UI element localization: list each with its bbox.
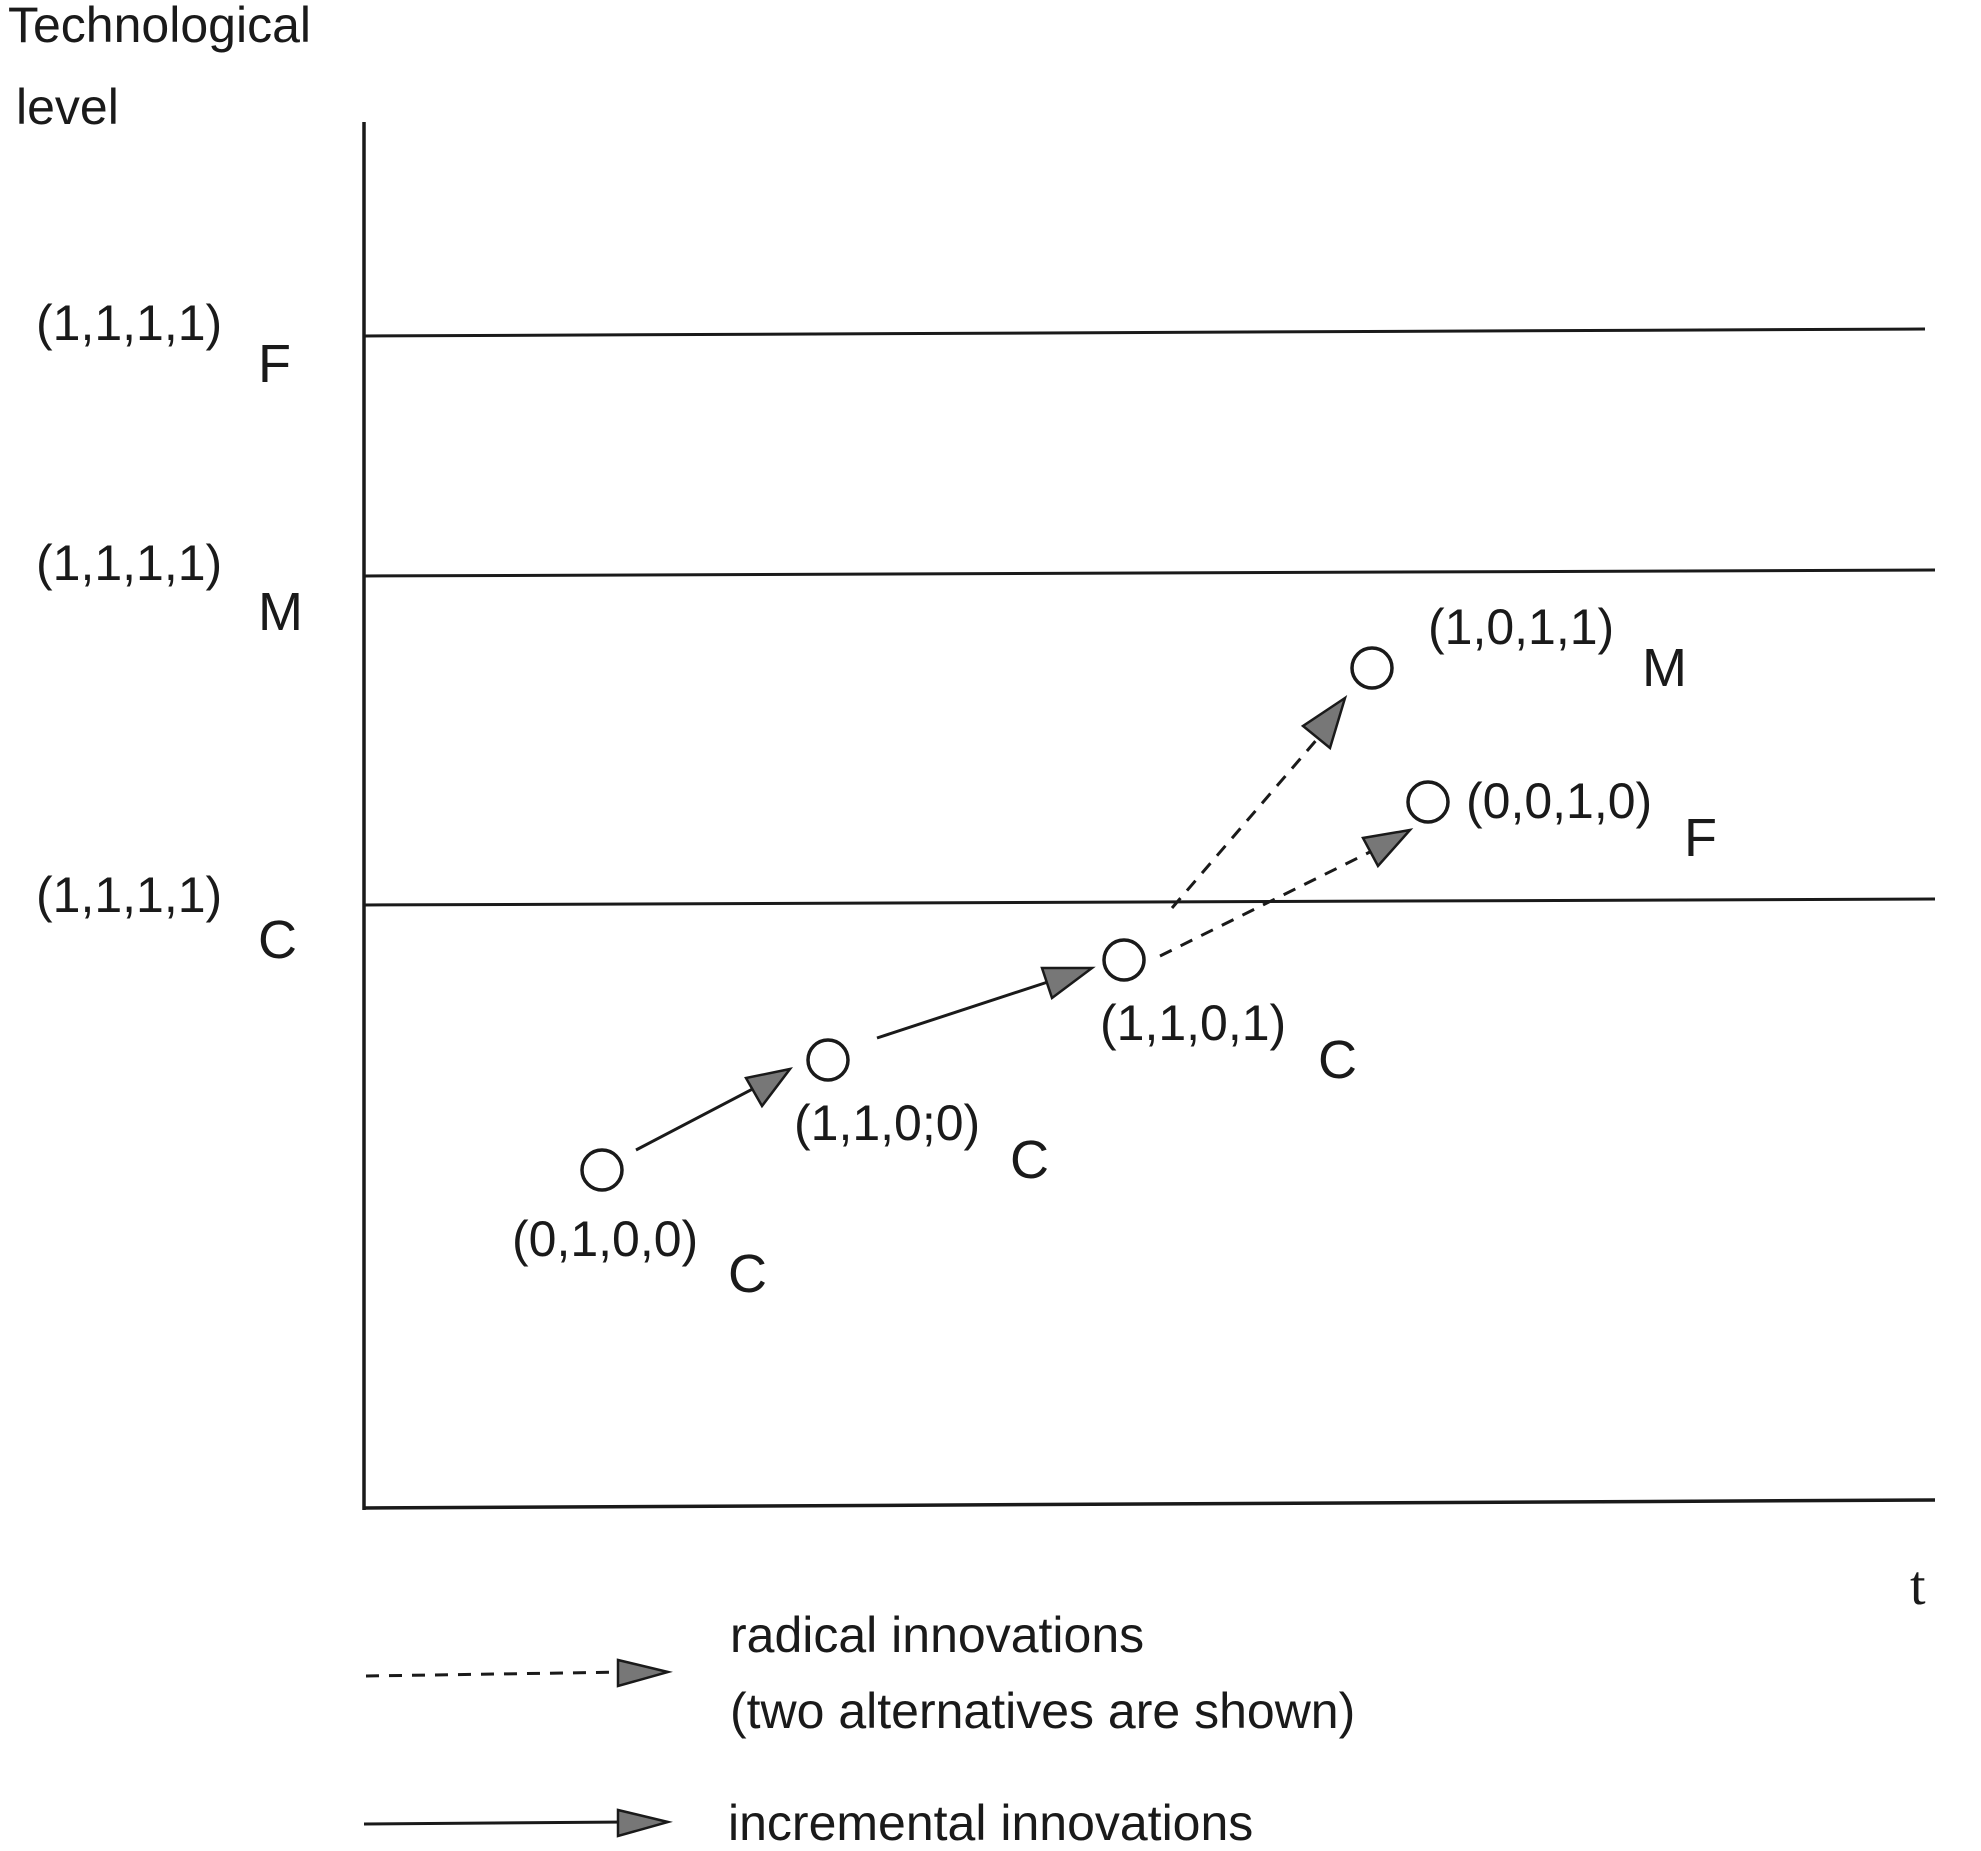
legend-radical-arrowhead (616, 1658, 673, 1688)
legend-incremental-line (363, 1820, 629, 1826)
incremental-arrow-1 (635, 1081, 765, 1152)
state-node-s3 (1102, 938, 1146, 982)
y-axis-title-line1: Technological (8, 0, 311, 53)
legend-radical-line (365, 1670, 629, 1678)
state-node-s5 (1406, 780, 1450, 824)
state-label-s4: (1,0,1,1)M (1428, 599, 1687, 698)
level-line-F (363, 327, 1926, 338)
level-label-F: (1,1,1,1)F (36, 295, 291, 394)
state-label-s3: (1,1,0,1)C (1100, 995, 1357, 1090)
legend-incremental-label: incremental innovations (728, 1795, 1253, 1851)
x-axis (363, 1498, 1936, 1510)
incremental-arrow-2 (876, 976, 1061, 1040)
x-axis-title: t (1910, 1555, 1926, 1617)
incremental-arrowhead-2 (1040, 966, 1096, 1001)
legend-radical-label-line2: (two alternatives are shown) (730, 1683, 1355, 1739)
state-node-s1 (580, 1148, 624, 1192)
radical-arrow-to-F (1159, 846, 1379, 958)
level-line-C (363, 897, 1936, 907)
state-node-s4 (1350, 646, 1394, 690)
radical-arrowhead-to-F (1361, 828, 1414, 869)
state-label-s1: (0,1,0,0)C (512, 1211, 767, 1304)
level-label-C: (1,1,1,1)C (36, 867, 297, 970)
legend-radical-label-line1: radical innovations (730, 1607, 1144, 1663)
state-label-s2: (1,1,0;0)C (794, 1095, 1049, 1190)
level-label-M: (1,1,1,1)M (36, 535, 303, 642)
legend-incremental-arrowhead (616, 1808, 673, 1838)
level-line-M (363, 568, 1936, 578)
y-axis-title-line2: level (16, 79, 119, 135)
incremental-arrowhead-1 (744, 1067, 793, 1109)
radical-arrowhead-to-M (1300, 695, 1348, 751)
state-node-s2 (806, 1038, 850, 1082)
state-label-s5: (0,0,1,0)F (1466, 773, 1717, 868)
radical-arrow-to-M (1170, 729, 1327, 909)
